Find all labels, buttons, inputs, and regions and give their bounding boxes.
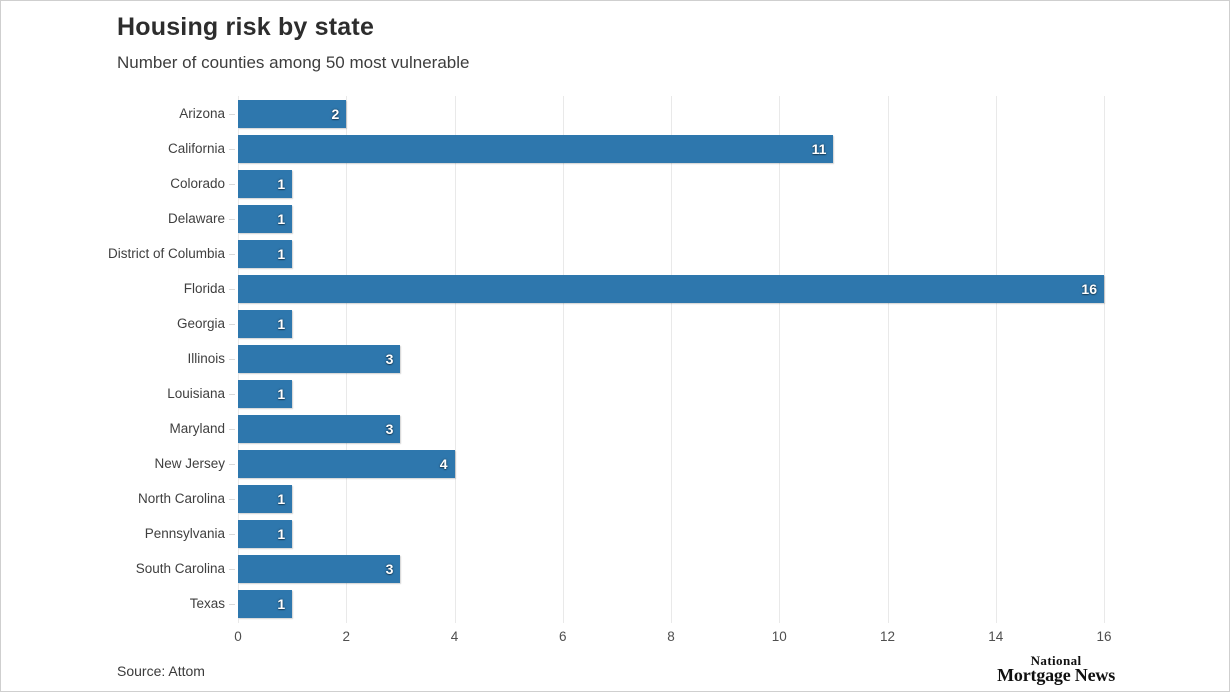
gridline	[887, 96, 889, 623]
bar-value-label: 1	[277, 316, 286, 332]
gridline	[671, 96, 672, 623]
category-label: South Carolina	[135, 561, 225, 576]
bar: 3	[238, 555, 401, 583]
bar-value-label: 3	[385, 561, 394, 577]
bar: 1	[238, 485, 293, 513]
bar-row: California 11	[1, 135, 1229, 163]
bar-row: Arizona 2	[1, 100, 1229, 128]
category-label: Illinois	[187, 351, 225, 366]
bar-value-label: 4	[439, 456, 448, 472]
chart-title: Housing risk by state	[117, 13, 375, 41]
bar: 4	[238, 450, 455, 478]
category-label: North Carolina	[137, 491, 225, 506]
x-axis-tick-label: 14	[988, 629, 1004, 644]
bar-value-label: 1	[277, 246, 286, 262]
category-label: Georgia	[176, 316, 225, 331]
y-axis-tick	[229, 499, 235, 500]
bar-row: Illinois 3	[1, 345, 1229, 373]
category-label: Louisiana	[167, 386, 225, 401]
logo-line1: National	[1030, 653, 1082, 668]
y-axis-tick	[229, 429, 235, 430]
y-axis-tick	[229, 184, 235, 185]
category-label: Maryland	[169, 421, 225, 436]
bar-row: Georgia 1	[1, 310, 1229, 338]
x-axis-tick-label: 4	[450, 629, 459, 644]
x-axis-tick-label: 8	[667, 629, 675, 644]
category-label: New Jersey	[154, 456, 225, 471]
bar-row: South Carolina 3	[1, 555, 1229, 583]
national-mortgage-news-logo: National Mortgage News	[997, 654, 1115, 684]
bar: 1	[238, 380, 293, 408]
bar-chart: 0 2 4 6 8 10 12 14 16 Arizona 2 California 11 Colorad…	[1, 96, 1229, 644]
bar-value-label: 1	[277, 386, 286, 402]
gridline	[562, 96, 564, 623]
y-axis-tick	[229, 394, 235, 395]
bar-row: District of Columbia 1	[1, 240, 1229, 268]
gridline	[1104, 96, 1105, 623]
category-label: Colorado	[170, 176, 225, 191]
y-axis-tick	[229, 289, 235, 290]
x-axis-tick-label: 12	[879, 629, 896, 644]
bar-value-label: 1	[277, 211, 286, 227]
bar: 11	[238, 135, 834, 163]
bar-row: Delaware 1	[1, 205, 1229, 233]
bar: 3	[238, 345, 401, 373]
bar: 1	[238, 520, 293, 548]
y-axis-tick	[229, 464, 235, 465]
bar: 2	[238, 100, 347, 128]
bar-value-label: 1	[277, 526, 286, 542]
category-label: Pennsylvania	[144, 526, 225, 541]
x-axis-tick-label: 2	[342, 629, 350, 644]
x-axis-tick-label: 16	[1096, 629, 1112, 644]
bar: 3	[238, 415, 401, 443]
bar-row: North Carolina 1	[1, 485, 1229, 513]
bar-value-label: 1	[277, 596, 286, 612]
bar-value-label: 2	[331, 106, 340, 122]
y-axis-tick	[229, 114, 235, 115]
bar-row: Colorado 1	[1, 170, 1229, 198]
bar-row: New Jersey 4	[1, 450, 1229, 478]
bar: 1	[238, 205, 293, 233]
bar: 1	[238, 310, 293, 338]
x-axis-tick-label: 10	[771, 629, 787, 644]
y-axis-tick	[229, 604, 235, 605]
bar: 1	[238, 170, 293, 198]
bar-value-label: 1	[277, 176, 286, 192]
bar-value-label: 3	[385, 351, 394, 367]
gridline	[779, 96, 781, 623]
category-label: Florida	[183, 281, 225, 296]
y-axis-tick	[229, 149, 235, 150]
category-label: California	[167, 141, 225, 156]
x-axis-tick-label: 6	[558, 629, 567, 644]
bar-value-label: 1	[277, 491, 286, 507]
bar: 16	[238, 275, 1104, 303]
y-axis-tick	[229, 359, 235, 360]
x-axis-tick-label: 0	[234, 629, 242, 644]
gridline	[995, 96, 997, 623]
y-axis-tick	[229, 219, 235, 220]
logo-line2: Mortgage News	[997, 665, 1115, 685]
bar-value-label: 3	[385, 421, 394, 437]
y-axis-tick	[229, 569, 235, 570]
category-label: Texas	[189, 596, 225, 611]
y-axis-tick	[229, 254, 235, 255]
bar-row: Pennsylvania 1	[1, 520, 1229, 548]
category-label: District of Columbia	[107, 246, 225, 261]
gridline	[454, 96, 456, 623]
bar-row: Louisiana 1	[1, 380, 1229, 408]
chart-subtitle: Number of counties among 50 most vulnera…	[117, 53, 470, 72]
bar-row: Florida 16	[1, 275, 1229, 303]
bar-value-label: 16	[1081, 281, 1097, 297]
category-label: Arizona	[179, 106, 225, 121]
source-label: Source: Attom	[117, 663, 205, 679]
bar: 1	[238, 240, 293, 268]
bar-row: Maryland 3	[1, 415, 1229, 443]
y-axis-tick	[229, 534, 235, 535]
y-axis-tick	[229, 324, 235, 325]
category-label: Delaware	[167, 211, 225, 226]
bar-value-label: 11	[811, 141, 827, 157]
bar-row: Texas 1	[1, 590, 1229, 618]
bar: 1	[238, 590, 293, 618]
